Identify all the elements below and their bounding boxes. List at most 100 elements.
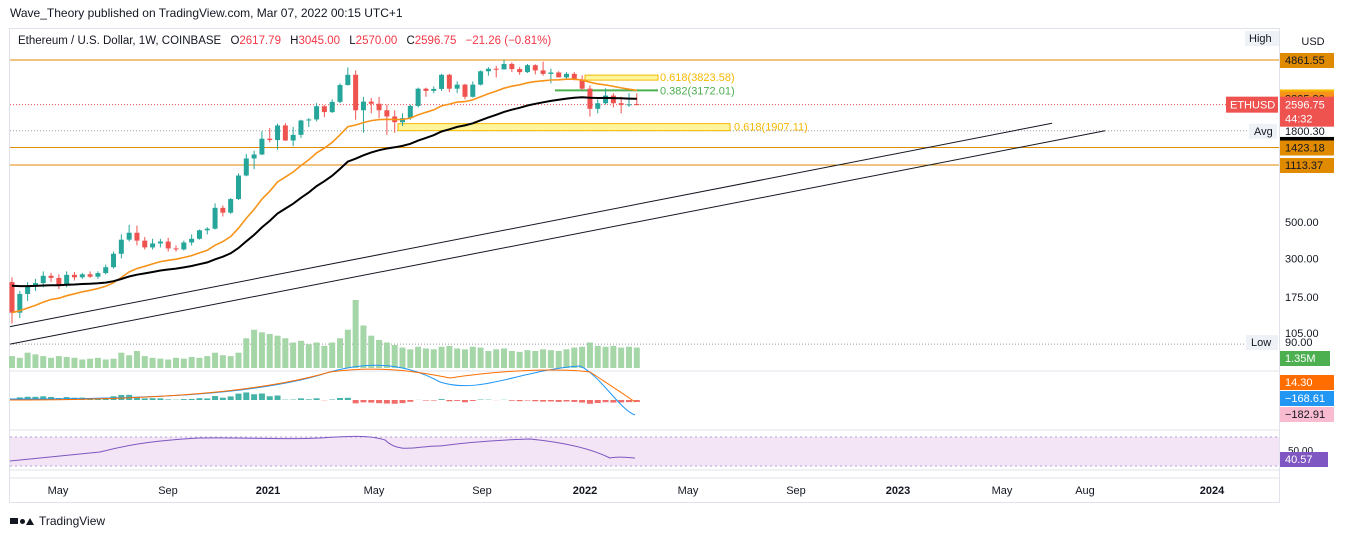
candle-body (540, 70, 546, 74)
macd-histogram-bar (157, 398, 164, 400)
candle-body (181, 242, 187, 250)
price-axis-label: 175.00 (1285, 292, 1319, 304)
volume-bar (399, 347, 406, 368)
candle-body (298, 120, 304, 135)
candle-body (243, 158, 249, 176)
bar-countdown: 44:32 (1285, 114, 1313, 126)
volume-bar (438, 346, 445, 368)
macd-histogram-bar (266, 396, 273, 400)
volume-bar (24, 352, 31, 368)
candle-body (517, 69, 523, 73)
price-axis-label: 1800.30 (1285, 126, 1325, 138)
level-price-box (1280, 53, 1334, 68)
low-value: 2570.00 (355, 35, 398, 47)
volume-bar (212, 352, 219, 368)
volume-bar (516, 351, 523, 368)
open-value: 2617.79 (239, 35, 281, 47)
volume-bar (329, 342, 336, 368)
chart-frame (9, 28, 1280, 503)
volume-bar (555, 351, 562, 368)
candle-body (478, 71, 484, 85)
volume-bar (180, 358, 187, 368)
high-marker-box (1245, 31, 1279, 46)
volume-bar (219, 355, 226, 368)
candle-body (524, 65, 530, 73)
candle-body (384, 110, 390, 117)
volume-bar (422, 348, 429, 368)
macd-histogram-bar (579, 400, 586, 403)
time-axis-tick: Sep (786, 485, 806, 497)
volume-bar (48, 357, 55, 368)
rsi-line (9, 435, 636, 462)
candle-body (337, 85, 343, 102)
volume-bar (446, 345, 453, 368)
symbol-title: Ethereum / U.S. Dollar, 1W, COINBASE (18, 35, 222, 47)
volume-bar (352, 300, 359, 368)
trend-line-lower (9, 130, 1106, 345)
volume-bar (266, 334, 273, 368)
high-value: 3045.00 (298, 35, 341, 47)
candle-body (95, 273, 101, 277)
volume-bar (383, 342, 390, 368)
volume-bar (188, 356, 195, 368)
macd-histogram-bar (219, 397, 226, 400)
volume-bar (290, 342, 297, 368)
symbol-marker-box (1226, 96, 1278, 113)
macd-histogram-bar (516, 400, 523, 402)
candle-body (173, 248, 179, 250)
volume-bar (454, 348, 461, 368)
volume-bar (430, 349, 437, 368)
time-axis-tick: Aug (1075, 485, 1095, 497)
candle-body (571, 73, 577, 80)
level-price-box (1280, 157, 1334, 173)
candle-body (17, 293, 23, 313)
candle-body (64, 274, 70, 286)
volume-bar (469, 346, 476, 368)
macd-histogram-bar (532, 400, 539, 402)
macd-histogram-bar (508, 400, 515, 401)
candle-body (626, 104, 632, 106)
fib-label-0618-upper: 0.618(3823.58) (660, 72, 735, 84)
time-axis-tick: 2022 (573, 485, 597, 497)
macd-histogram-bar (344, 397, 351, 400)
time-axis-tick: Sep (158, 485, 178, 497)
macd-histogram-bar (446, 400, 453, 402)
macd-histogram-bar (407, 400, 414, 402)
volume-bar (165, 359, 172, 368)
macd-histogram-bar (360, 400, 367, 403)
price-axis-label: 500.00 (1285, 217, 1319, 229)
candle-body (118, 239, 124, 254)
candle-body (564, 73, 570, 78)
price-axis-label: 105.00 (1285, 328, 1319, 340)
macd-histogram-bar (399, 400, 406, 404)
candle-body (423, 88, 429, 91)
macd-histogram-bar (383, 400, 390, 404)
time-axis-tick: 2023 (886, 485, 910, 497)
volume-bar (126, 355, 133, 368)
low-label: L (349, 35, 356, 47)
candle-body (470, 84, 476, 97)
candle-body (579, 79, 585, 89)
price-axis-label: 300.00 (1285, 253, 1319, 265)
candle-body (446, 74, 452, 89)
macd-histogram-bar (563, 400, 570, 402)
time-axis-tick: May (992, 485, 1013, 497)
candle-body (111, 253, 117, 268)
macd-histogram-bar (149, 398, 156, 400)
candle-body (439, 74, 445, 89)
volume-bar (94, 357, 101, 368)
macd-histogram-bar (188, 398, 195, 400)
volume-value-box (1280, 351, 1330, 366)
volume-bar (610, 345, 617, 368)
macd-value: −168.61 (1285, 393, 1325, 405)
macd-histogram-bar (547, 400, 554, 402)
macd-histogram-bar (540, 400, 547, 402)
macd-histogram-bar (212, 396, 219, 400)
volume-bar (415, 346, 422, 368)
volume-value: 1.35M (1285, 353, 1316, 365)
volume-bar (477, 347, 484, 368)
candle-body (306, 119, 312, 121)
candle-body (259, 138, 265, 155)
symbol-legend: Ethereum / U.S. Dollar, 1W, COINBASE O26… (18, 35, 551, 47)
